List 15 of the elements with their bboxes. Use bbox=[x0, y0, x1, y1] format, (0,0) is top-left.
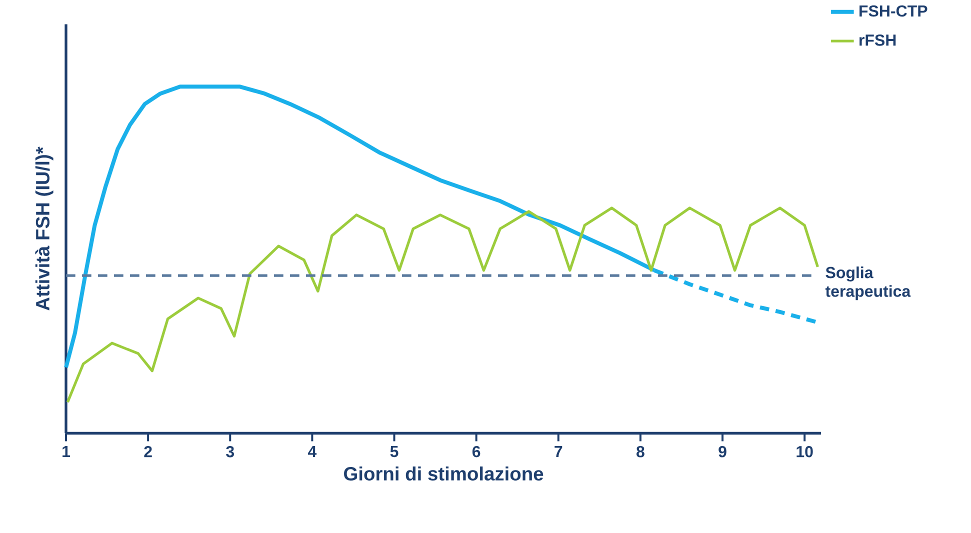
x-tick-label: 3 bbox=[226, 446, 234, 458]
x-tick-label: 1 bbox=[62, 446, 70, 457]
x-tick-label: 7 bbox=[554, 446, 562, 457]
ref-line-label: Soglia terapeutica bbox=[825, 266, 911, 300]
legend-label: rFSH bbox=[860, 34, 896, 46]
x-tick-label: 10 bbox=[796, 446, 813, 458]
x-tick-label: 6 bbox=[472, 446, 480, 458]
x-axis-title: Giorni di stimolazione bbox=[344, 466, 544, 480]
x-tick-label: 5 bbox=[390, 446, 398, 458]
x-tick-label: 9 bbox=[718, 446, 726, 458]
y-axis-title: Attività FSH (IU/l)* bbox=[35, 146, 54, 310]
x-tick-label: 8 bbox=[636, 446, 644, 458]
x-tick-label: 2 bbox=[144, 446, 152, 458]
x-tick-label: 4 bbox=[308, 446, 317, 457]
legend-label: FSH-CTP bbox=[860, 5, 928, 17]
